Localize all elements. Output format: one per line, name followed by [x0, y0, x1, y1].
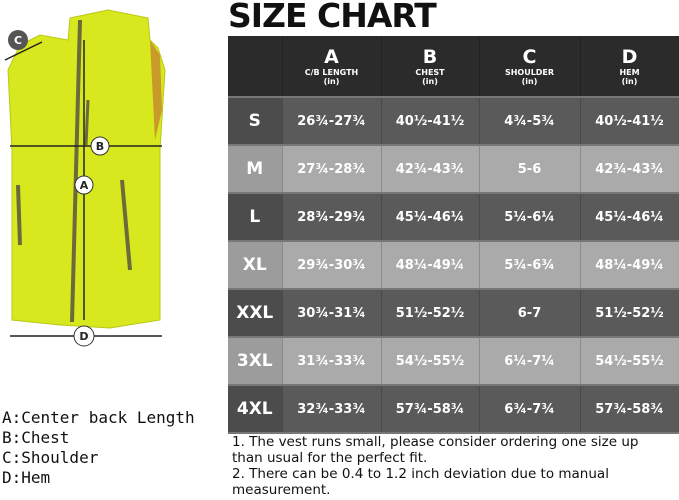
label-a: A — [80, 179, 89, 192]
cell-b: 54½-55½ — [381, 337, 480, 386]
table-row: 3XL 31¾-33¾ 54½-55½ 6¼-7¼ 54½-55½ — [228, 337, 679, 386]
cell-b: 51½-52½ — [381, 289, 480, 338]
cell-d: 42¾-43¾ — [580, 145, 679, 194]
cell-c: 5¼-6¼ — [479, 193, 581, 242]
size-cell: S — [228, 97, 283, 146]
cell-d: 45¼-46¼ — [580, 193, 679, 242]
label-b: B — [96, 140, 104, 153]
size-cell: XL — [228, 241, 283, 290]
table-row: L 28¾-29¾ 45¼-46¼ 5¼-6¼ 45¼-46¼ — [228, 193, 679, 242]
cell-c: 4¾-5¾ — [479, 97, 581, 146]
cell-d: 40½-41½ — [580, 97, 679, 146]
cell-a: 28¾-29¾ — [282, 193, 382, 242]
size-cell: L — [228, 193, 283, 242]
size-cell: XXL — [228, 289, 283, 338]
legend-c: C:Shoulder — [2, 448, 99, 467]
cell-b: 40½-41½ — [381, 97, 480, 146]
cell-c: 5-6 — [479, 145, 581, 194]
header-size — [228, 36, 283, 98]
cell-a: 27¾-28¾ — [282, 145, 382, 194]
cell-c: 5¾-6¾ — [479, 241, 581, 290]
page-title: SIZE CHART — [228, 0, 437, 35]
cell-c: 6¼-7¼ — [479, 337, 581, 386]
cell-b: 57¾-58¾ — [381, 385, 480, 434]
cell-a: 31¾-33¾ — [282, 337, 382, 386]
table-row: M 27¾-28¾ 42¾-43¾ 5-6 42¾-43¾ — [228, 145, 679, 194]
table-row: XXL 30¾-31¾ 51½-52½ 6-7 51½-52½ — [228, 289, 679, 338]
cell-d: 51½-52½ — [580, 289, 679, 338]
vest-lining — [150, 40, 162, 140]
zipper — [70, 19, 82, 323]
cell-a: 29¾-30¾ — [282, 241, 382, 290]
cell-b: 42¾-43¾ — [381, 145, 480, 194]
cell-a: 30¾-31¾ — [282, 289, 382, 338]
header-b: B CHEST (in) — [381, 36, 480, 98]
note-1: 1. The vest runs small, please consider … — [232, 434, 639, 466]
cell-a: 32¾-33¾ — [282, 385, 382, 434]
header-row: A C/B LENGTH (in) B CHEST (in) C SHOULDER (in)… — [228, 36, 679, 98]
pocket-left — [16, 184, 22, 246]
header-c: C SHOULDER (in) — [479, 36, 581, 98]
label-d: D — [79, 330, 88, 343]
cell-b: 48¼-49¼ — [381, 241, 480, 290]
label-c: C — [14, 34, 22, 47]
pocket-right — [120, 179, 132, 271]
vest-body — [7, 9, 166, 329]
cell-d: 57¾-58¾ — [580, 385, 679, 434]
chest-pocket — [84, 99, 90, 146]
note-2: 2. There can be 0.4 to 1.2 inch deviatio… — [232, 466, 609, 498]
cell-d: 54½-55½ — [580, 337, 679, 386]
size-cell: M — [228, 145, 283, 194]
table-row: 4XL 32¾-33¾ 57¾-58¾ 6¾-7¾ 57¾-58¾ — [228, 385, 679, 434]
header-a: A C/B LENGTH (in) — [282, 36, 382, 98]
size-cell: 3XL — [228, 337, 283, 386]
header-d: D HEM (in) — [580, 36, 679, 98]
size-table: A C/B LENGTH (in) B CHEST (in) C SHOULDER (in)… — [228, 36, 679, 434]
table-row: XL 29¾-30¾ 48¼-49¼ 5¾-6¾ 48¼-49¼ — [228, 241, 679, 290]
cell-d: 48¼-49¼ — [580, 241, 679, 290]
cell-a: 26¾-27¾ — [282, 97, 382, 146]
table-row: S 26¾-27¾ 40½-41½ 4¾-5¾ 40½-41½ — [228, 97, 679, 146]
legend-a: A:Center back Length — [2, 408, 195, 427]
vest-diagram: C B A D — [4, 9, 166, 347]
cell-c: 6-7 — [479, 289, 581, 338]
measurement-legend: A:Center back Length B:Chest C:Shoulder … — [2, 408, 195, 488]
size-cell: 4XL — [228, 385, 283, 434]
legend-b: B:Chest — [2, 428, 70, 447]
cell-c: 6¾-7¾ — [479, 385, 581, 434]
legend-d: D:Hem — [2, 468, 51, 487]
notes: 1. The vest runs small, please consider … — [232, 434, 672, 498]
cell-b: 45¼-46¼ — [381, 193, 480, 242]
